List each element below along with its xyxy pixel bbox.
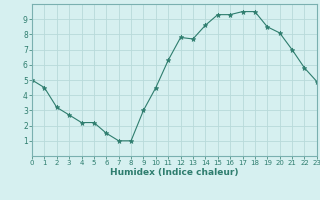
X-axis label: Humidex (Indice chaleur): Humidex (Indice chaleur) <box>110 168 239 177</box>
